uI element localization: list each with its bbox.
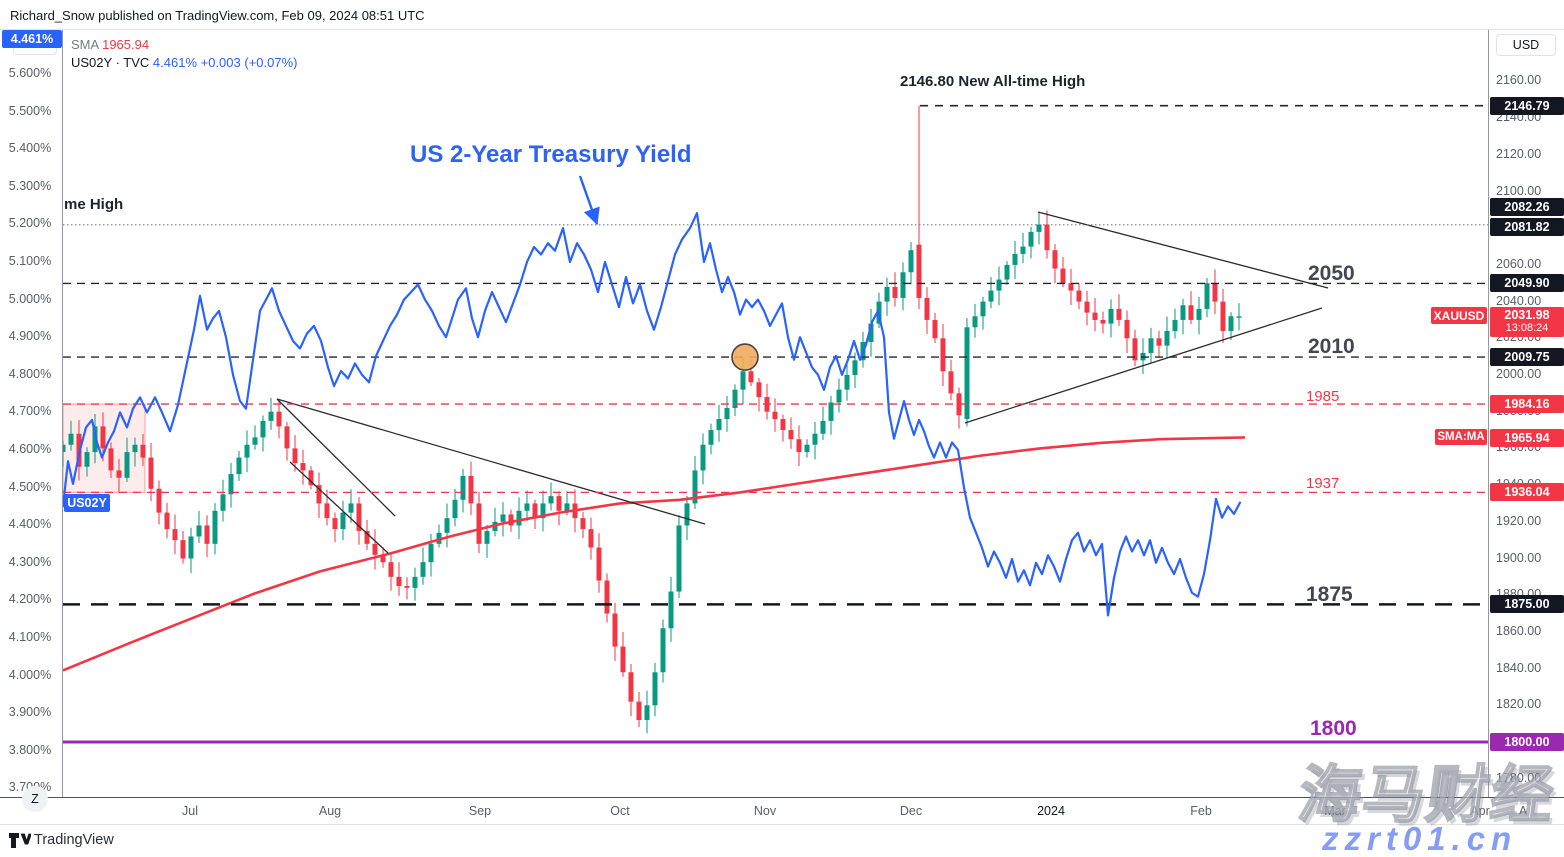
left-axis-tick: 3.800%: [8, 742, 52, 757]
symbol-change: +0.003 (+0.07%): [200, 55, 298, 70]
left-axis-tick: 5.100%: [8, 254, 52, 268]
footer: TradingView: [0, 825, 1564, 857]
right-axis-tick: 2160.00: [1496, 73, 1542, 88]
right-axis-tick: 1900.00: [1496, 550, 1542, 565]
chart-level-label-2050: 2050: [1308, 261, 1355, 285]
time-axis[interactable]: Jul Aug Sep Oct Nov Dec 2024 Feb Mar Apr A: [0, 797, 1564, 825]
left-axis-tick: 5.200%: [8, 216, 52, 231]
left-axis-tick: 5.300%: [8, 178, 52, 193]
price-badge-1965.94: 1965.94: [1490, 428, 1564, 447]
time-axis-label-Mar: Mar: [1324, 804, 1346, 818]
time-axis-label-Aug: Aug: [318, 804, 342, 818]
time-axis-label-Sep: Sep: [468, 804, 492, 818]
sma-label: SMA: [71, 37, 99, 52]
price-badge-2049.90: 2049.90: [1490, 274, 1564, 293]
timezone-button[interactable]: Z: [22, 786, 48, 812]
ath-annotation: 2146.80 New All-time High: [900, 73, 1086, 90]
clipped-ath-label: me High: [64, 196, 124, 213]
right-axis-tick: 2060.00: [1496, 256, 1542, 271]
publish-info: Richard_Snow published on TradingView.co…: [10, 8, 425, 23]
price-badge-2009.75: 2009.75: [1490, 348, 1564, 367]
xauusd-symbol-flag: XAUUSD: [1431, 307, 1487, 324]
right-axis-tick: 2120.00: [1496, 146, 1542, 161]
left-axis-tick: 5.600%: [8, 66, 52, 80]
right-axis-tick: 2100.00: [1496, 183, 1542, 198]
overlay-title-annotation: US 2-Year Treasury Yield: [410, 141, 692, 168]
price-badge-1984.16: 1984.16: [1490, 395, 1564, 414]
chart-legend[interactable]: SMA 1965.94 US02Y · TVC 4.461% +0.003 (+…: [71, 36, 297, 72]
sma-ma-flag: SMA:MA: [1435, 429, 1487, 445]
left-axis-tick: 5.500%: [8, 103, 52, 118]
left-axis-tick: 3.900%: [8, 705, 52, 720]
chart-canvas[interactable]: [63, 30, 1488, 797]
left-axis-tick: 4.100%: [8, 630, 52, 644]
left-axis-tick: 4.900%: [8, 329, 52, 344]
publish-header: Richard_Snow published on TradingView.co…: [0, 0, 1564, 30]
right-axis-tick: 1920.00: [1496, 513, 1542, 528]
price-badge-1936.04: 1936.04: [1490, 483, 1564, 502]
left-price-axis[interactable]: % 4.461% 5.600%5.500%5.400%5.300%5.200%5…: [0, 30, 63, 797]
right-axis-tick: 2000.00: [1496, 367, 1542, 381]
time-axis-label-Apr: Apr: [1470, 804, 1490, 818]
left-axis-tick: 4.500%: [8, 479, 52, 494]
time-axis-label-2024: 2024: [1037, 804, 1065, 818]
time-axis-label-Oct: Oct: [610, 804, 630, 818]
badge-timestamp: 13:08:24: [1505, 322, 1549, 335]
us02y-series-flag: US02Y: [64, 494, 110, 512]
time-axis-label-Nov: Nov: [753, 804, 777, 818]
tradingview-brand-text: TradingView: [34, 832, 114, 848]
time-axis-label-A: A: [1518, 804, 1528, 818]
time-axis-label-Feb: Feb: [1190, 804, 1212, 818]
chart-plot-area[interactable]: SMA 1965.94 US02Y · TVC 4.461% +0.003 (+…: [63, 30, 1488, 797]
right-axis-tick: 2040.00: [1496, 293, 1542, 308]
us02y-last-value-badge: 4.461%: [2, 30, 62, 48]
price-badge-1800.00: 1800.00: [1490, 733, 1564, 751]
chart-level-label-1937: 1937: [1306, 474, 1340, 492]
left-axis-tick: 5.000%: [8, 291, 52, 306]
price-badge-2146.79: 2146.79: [1490, 96, 1564, 115]
left-axis-tick: 4.400%: [8, 517, 52, 532]
left-axis-tick: 4.600%: [8, 442, 52, 456]
legend-sma-row[interactable]: SMA 1965.94: [71, 36, 297, 54]
time-axis-label-Jul: Jul: [182, 804, 198, 818]
chart-level-label-1800: 1800: [1310, 716, 1357, 740]
price-badge-2081.82: 2081.82: [1490, 217, 1564, 236]
left-axis-tick: 5.400%: [8, 141, 52, 156]
price-badge-2082.26: 2082.26: [1490, 198, 1564, 217]
price-badge-1875.00: 1875.00: [1490, 595, 1564, 614]
left-axis-tick: 4.700%: [8, 404, 52, 419]
time-axis-label-Dec: Dec: [899, 804, 923, 818]
right-axis-tick: 1840.00: [1496, 660, 1542, 675]
usd-unit-button[interactable]: USD: [1496, 34, 1556, 56]
right-price-axis[interactable]: USD 2160.002140.002120.002100.002080.002…: [1488, 30, 1564, 797]
symbol-value: 4.461%: [152, 55, 197, 70]
price-badge-2031.98: 2031.98 13:08:24: [1490, 307, 1564, 338]
legend-symbol-row[interactable]: US02Y · TVC 4.461% +0.003 (+0.07%): [71, 54, 297, 72]
chart-level-label-1875: 1875: [1306, 582, 1353, 606]
left-axis-tick: 4.800%: [8, 366, 52, 381]
sma-value: 1965.94: [102, 37, 150, 52]
tradingview-logo-icon: [9, 833, 31, 848]
left-axis-tick: 4.200%: [8, 592, 52, 607]
symbol-label: US02Y · TVC: [71, 55, 150, 70]
right-axis-tick: 1820.00: [1496, 697, 1542, 712]
left-axis-tick: 4.000%: [8, 667, 52, 682]
right-axis-tick: 1860.00: [1496, 623, 1542, 638]
right-axis-tick: 1780.00: [1496, 770, 1542, 785]
left-axis-tick: 4.300%: [8, 554, 52, 569]
chart-level-label-1985: 1985: [1306, 387, 1340, 405]
chart-level-label-2010: 2010: [1308, 334, 1355, 358]
